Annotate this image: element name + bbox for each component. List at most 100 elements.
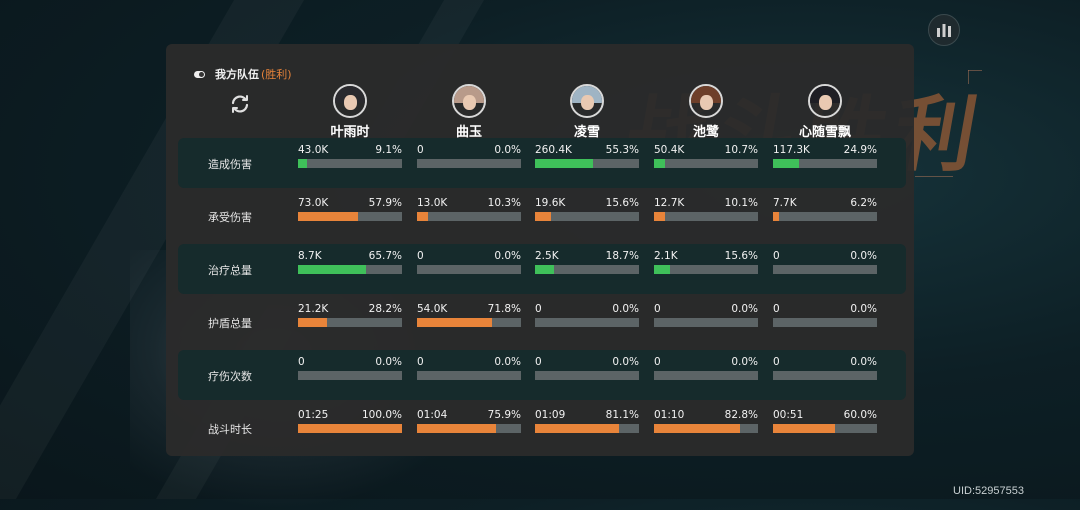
- hero-avatar[interactable]: [570, 84, 604, 118]
- stat-cell: 01:04 75.9%: [417, 409, 521, 439]
- stat-bar-fill: [654, 159, 666, 168]
- stat-cell: 0 0.0%: [417, 356, 521, 386]
- stat-row: 护盾总量 21.2K 28.2% 54.0K 71.8% 0 0.0% 0 0.0% 0 0.0%: [178, 297, 906, 347]
- stat-bar-track: [298, 159, 402, 168]
- stat-bar-track: [535, 318, 639, 327]
- stat-cell: 73.0K 57.9%: [298, 197, 402, 227]
- stat-value: 01:10: [654, 409, 685, 421]
- stat-bar-fill: [417, 424, 496, 433]
- team-header: 我方队伍 (胜利): [194, 66, 292, 82]
- stat-row: 战斗时长 01:25 100.0% 01:04 75.9% 01:09 81.1% 01:10…: [178, 403, 906, 453]
- background-deco-line: [915, 176, 953, 177]
- stat-percent: 18.7%: [605, 250, 639, 262]
- stat-percent: 15.6%: [724, 250, 758, 262]
- stat-bar-fill: [298, 212, 359, 221]
- stat-value: 260.4K: [535, 144, 572, 156]
- stat-row: 疗伤次数 0 0.0% 0 0.0% 0 0.0% 0 0.0% 0 0.0%: [178, 350, 906, 400]
- stat-cell: 0 0.0%: [773, 303, 877, 333]
- stat-percent: 60.0%: [843, 409, 877, 421]
- hero-column-header: 凌雪: [532, 84, 642, 140]
- hero-avatar[interactable]: [333, 84, 367, 118]
- stat-value: 0: [654, 356, 661, 368]
- stat-percent: 10.1%: [724, 197, 758, 209]
- stat-percent: 81.1%: [605, 409, 639, 421]
- stat-cell: 117.3K 24.9%: [773, 144, 877, 174]
- stat-cell: 2.1K 15.6%: [654, 250, 758, 280]
- stats-button[interactable]: [928, 14, 960, 46]
- hero-name: 心随雪飘: [798, 125, 851, 140]
- stat-label: 疗伤次数: [208, 370, 252, 383]
- stat-bar-track: [298, 424, 402, 433]
- stat-row: 治疗总量 8.7K 65.7% 0 0.0% 2.5K 18.7% 2.1K 15.6% 0 0.0…: [178, 244, 906, 294]
- stat-cell: 0 0.0%: [417, 144, 521, 174]
- stat-bar-fill: [654, 424, 741, 433]
- stat-bar-fill: [654, 265, 671, 274]
- stat-label: 造成伤害: [208, 158, 252, 171]
- stat-cell: 50.4K 10.7%: [654, 144, 758, 174]
- stat-value: 0: [535, 356, 542, 368]
- stat-bar-fill: [654, 212, 665, 221]
- stat-value: 01:25: [298, 409, 329, 421]
- stat-bar-track: [535, 212, 639, 221]
- stat-cell: 0 0.0%: [535, 303, 639, 333]
- hero-avatar[interactable]: [689, 84, 723, 118]
- avatar-hair: [335, 86, 365, 103]
- stat-value: 0: [773, 250, 780, 262]
- toggle-icon[interactable]: [194, 70, 205, 78]
- stat-cell: 00:51 60.0%: [773, 409, 877, 439]
- avatar-hair: [454, 86, 484, 103]
- refresh-icon[interactable]: [228, 92, 252, 116]
- stat-value: 01:09: [535, 409, 566, 421]
- stat-value: 8.7K: [298, 250, 322, 262]
- stat-value: 2.1K: [654, 250, 678, 262]
- hero-avatar[interactable]: [808, 84, 842, 118]
- stat-value: 12.7K: [654, 197, 685, 209]
- stat-cell: 0 0.0%: [535, 356, 639, 386]
- hero-name: 叶雨时: [330, 125, 370, 140]
- stat-value: 0: [535, 303, 542, 315]
- stat-bar-track: [773, 212, 877, 221]
- stat-value: 0: [773, 303, 780, 315]
- stat-value: 0: [773, 356, 780, 368]
- hero-avatar[interactable]: [452, 84, 486, 118]
- team-label: 我方队伍: [215, 68, 259, 81]
- stat-cell: 21.2K 28.2%: [298, 303, 402, 333]
- stat-value: 50.4K: [654, 144, 685, 156]
- stat-percent: 0.0%: [850, 250, 877, 262]
- stat-cell: 2.5K 18.7%: [535, 250, 639, 280]
- stat-bar-track: [417, 265, 521, 274]
- stat-percent: 0.0%: [850, 303, 877, 315]
- stat-value: 0: [298, 356, 305, 368]
- stat-cell: 7.7K 6.2%: [773, 197, 877, 227]
- stat-bar-track: [298, 318, 402, 327]
- stat-value: 43.0K: [298, 144, 329, 156]
- hero-column-header: 池鹭: [651, 84, 761, 140]
- hero-name: 曲玉: [455, 125, 482, 140]
- hero-name: 凌雪: [573, 125, 600, 140]
- hero-column-header: 曲玉: [414, 84, 524, 140]
- bar-chart-icon: [937, 24, 951, 37]
- stat-bar-track: [535, 265, 639, 274]
- stat-percent: 10.7%: [724, 144, 758, 156]
- stat-percent: 55.3%: [605, 144, 639, 156]
- stat-percent: 0.0%: [494, 250, 521, 262]
- stat-label: 护盾总量: [208, 317, 252, 330]
- avatar-hair: [691, 86, 721, 103]
- stat-value: 0: [417, 356, 424, 368]
- hero-column-header: 叶雨时: [295, 84, 405, 140]
- stat-percent: 71.8%: [487, 303, 521, 315]
- stat-cell: 01:25 100.0%: [298, 409, 402, 439]
- stat-percent: 24.9%: [843, 144, 877, 156]
- stat-bar-fill: [417, 212, 428, 221]
- stat-bar-fill: [298, 159, 308, 168]
- stat-percent: 0.0%: [612, 356, 639, 368]
- stat-percent: 0.0%: [494, 356, 521, 368]
- stat-bar-track: [535, 424, 639, 433]
- stat-bar-fill: [535, 159, 593, 168]
- stat-bar-track: [773, 265, 877, 274]
- stat-bar-track: [535, 159, 639, 168]
- stat-percent: 57.9%: [368, 197, 402, 209]
- stat-bar-track: [417, 159, 521, 168]
- stat-value: 01:04: [417, 409, 448, 421]
- stat-cell: 43.0K 9.1%: [298, 144, 402, 174]
